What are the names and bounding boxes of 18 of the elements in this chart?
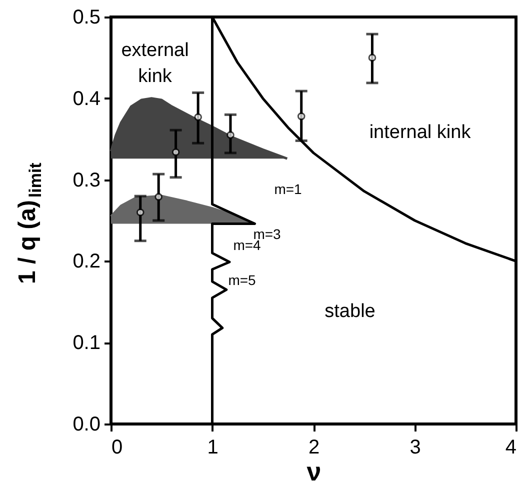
x-tick-label: 2 (308, 436, 320, 458)
x-tick-label: 1 (207, 436, 218, 458)
x-axis-title: ν (306, 456, 322, 486)
annotation: m=5 (228, 272, 256, 288)
x-tick-label: 0 (112, 436, 123, 458)
annotation: stable (324, 301, 376, 322)
y-tick-label: 0.3 (72, 169, 100, 192)
x-tick-label: 3 (410, 436, 421, 458)
y-tick-label: 0.4 (72, 88, 100, 110)
annotation: internal kink (369, 122, 472, 143)
y-tick-label: 0.2 (72, 250, 100, 273)
x-tick-label: 4 (505, 436, 516, 458)
y-axis-title: 1 / q (a)limit (14, 162, 45, 284)
y-tick-label: 0.0 (72, 414, 100, 436)
annotation: m=1 (274, 181, 302, 197)
annotation: external kink (121, 40, 189, 87)
y-tick-label: 0.1 (72, 332, 100, 354)
y-tick-label: 0.5 (72, 6, 100, 28)
